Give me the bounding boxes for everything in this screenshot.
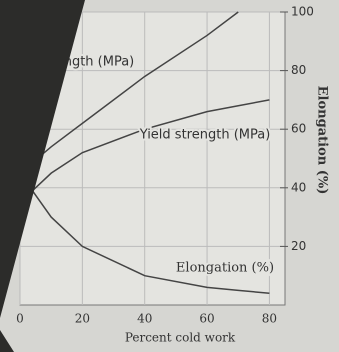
y2-tick-label: 100: [291, 5, 314, 19]
series-label: Elongation (%): [176, 261, 274, 276]
y2-tick-label: 80: [291, 63, 306, 77]
x-axis-label: Percent cold work: [125, 331, 236, 345]
y2-tick-label: 40: [291, 180, 306, 194]
x-tick-label: 40: [137, 312, 152, 326]
y2-tick-label: 60: [291, 122, 306, 136]
x-tick-label: 20: [75, 312, 90, 326]
chart: 02040608020406080100ength (MPa)Yield str…: [0, 0, 339, 352]
y2-axis-label: Elongation (%): [315, 86, 330, 195]
y2-tick-label: 20: [291, 239, 306, 253]
x-tick-label: 60: [199, 312, 214, 326]
page: {"chart_data": {"type": "line", "x_label…: [0, 0, 339, 352]
x-tick-label: 80: [262, 312, 277, 326]
series-label: Yield strength (MPa): [139, 128, 271, 143]
x-tick-label: 0: [16, 312, 24, 326]
